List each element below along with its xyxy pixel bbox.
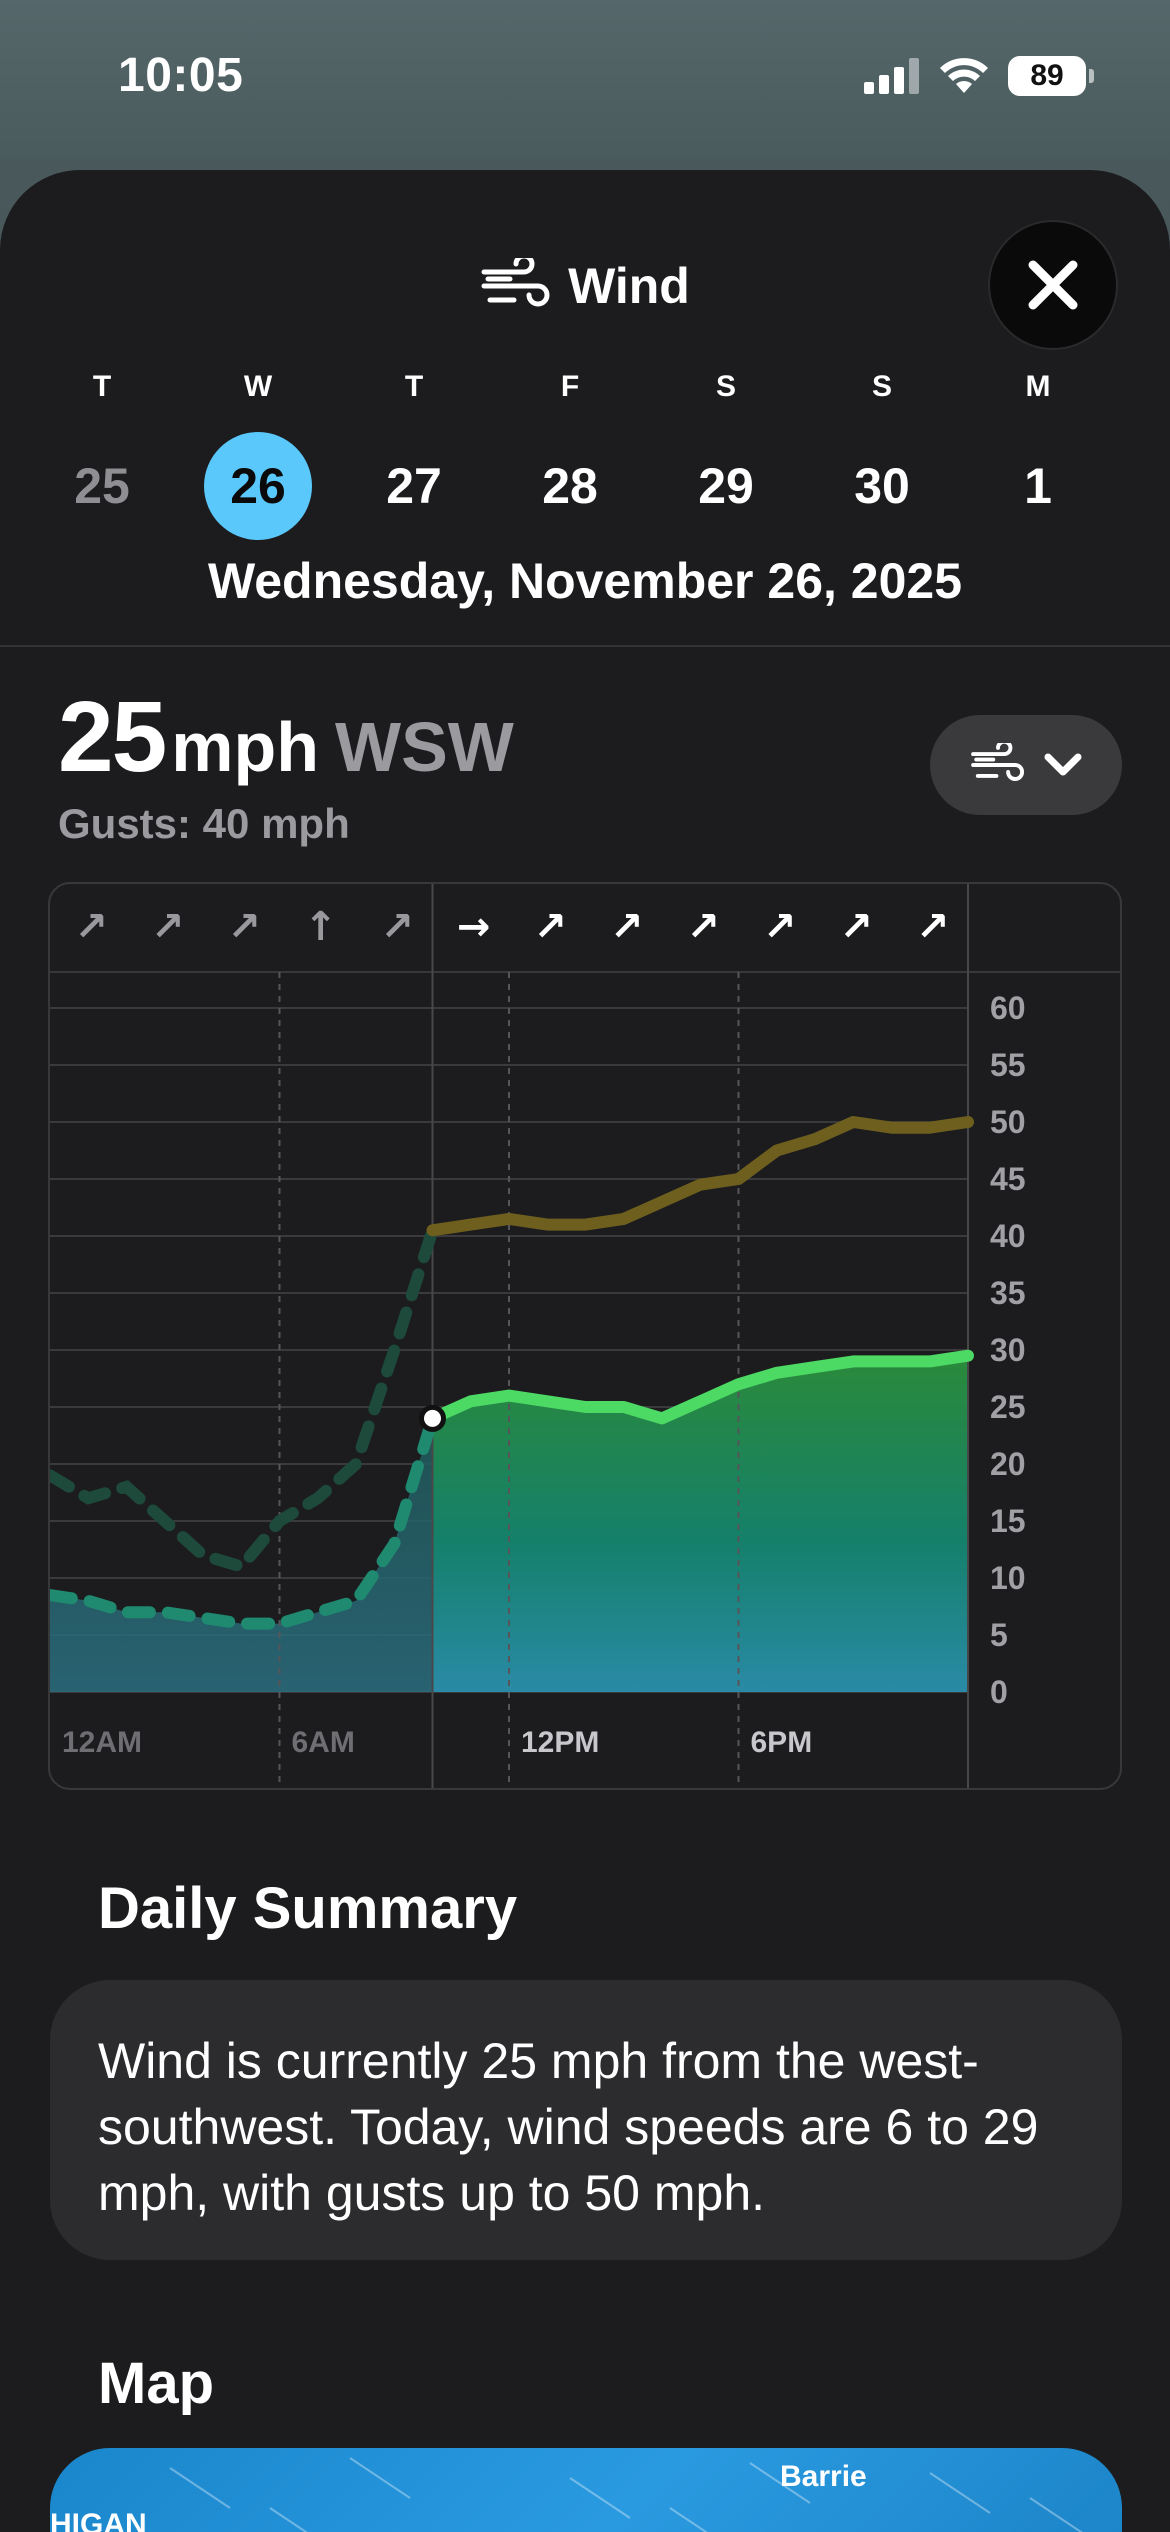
sheet-title-label: Wind [568,258,690,314]
map-title: Map [98,2351,214,2416]
wind-direction: WSW [335,708,514,786]
day-number: 29 [698,458,754,514]
y-tick-label: 45 [990,1161,1026,1197]
y-tick-label: 20 [990,1446,1026,1482]
wind-direction-arrow: ↗ [151,904,185,950]
gusts-line-forecast [426,1116,974,1237]
status-icons: 89 [864,54,1094,98]
wind-speed-unit: mph [171,708,319,786]
status-bar: 10:05 89 [0,0,1170,160]
y-tick-label: 0 [990,1674,1008,1710]
wind-direction-arrow: ↑ [304,904,338,950]
day-item[interactable]: M 1 [978,370,1098,540]
wind-direction-arrow: ↗ [610,904,644,950]
x-tick-label: 6AM [292,1726,355,1759]
x-tick-label: 6PM [751,1726,813,1759]
day-item[interactable]: T 27 [354,370,474,540]
day-of-week: F [560,370,580,403]
day-of-week: T [404,370,424,403]
day-of-week: S [871,370,892,403]
wind-speed-value: 25 [58,681,167,793]
day-number: 26 [204,432,312,540]
map-preview[interactable]: Barrie HIGAN [50,2448,1122,2532]
wind-direction-arrow: ↗ [686,904,720,950]
map-label-barrie: Barrie [780,2460,867,2493]
day-number: 28 [542,458,598,514]
y-tick-label: 50 [990,1104,1026,1140]
wind-area-forecast [432,1355,968,1692]
current-point [419,1404,446,1432]
wind-chart[interactable]: 60 55 50 45 40 35 30 25 20 15 10 5 0 12AM 6AM 12PM 6PM ↗ ↗… [48,882,1122,1790]
wind-direction-arrow: ↗ [916,904,950,950]
wind-icon [971,743,1025,781]
wind-area-past [50,1418,433,1692]
wind-direction-arrow: ↗ [839,904,873,950]
daily-summary-card: Wind is currently 25 mph from the west-s… [50,1980,1122,2260]
battery-indicator: 89 [1008,56,1094,96]
divider [0,645,1170,647]
day-of-week: T [92,370,112,403]
day-picker: T 25 W 26 T 27 F 28 S 29 S 30 M 1 [0,370,1170,540]
wind-direction-arrow: ↗ [380,904,414,950]
y-tick-label: 40 [990,1218,1026,1254]
wind-direction-arrow: ↗ [533,904,567,950]
wind-direction-arrow: ↗ [763,904,797,950]
day-number: 27 [386,458,442,514]
gusts-label: Gusts: 40 mph [58,800,350,847]
wind-line-past [50,1412,439,1630]
x-tick-label: 12AM [62,1726,142,1759]
y-tick-label: 5 [990,1617,1008,1653]
selected-date: Wednesday, November 26, 2025 [207,553,963,609]
x-tick-label: 12PM [521,1726,599,1759]
current-wind: 25 mph WSW [58,680,514,795]
wind-direction-arrow: → [457,904,491,950]
gusts-line-past [50,1224,439,1574]
day-item-selected[interactable]: W 26 [198,370,318,540]
day-of-week: M [1025,370,1051,403]
wind-direction-arrow: ↗ [74,904,108,950]
close-button[interactable] [988,220,1118,350]
y-tick-label: 35 [990,1275,1026,1311]
map-streaks [169,2457,1083,2532]
day-item[interactable]: T 25 [42,370,162,540]
map-label-michigan: HIGAN [50,2508,147,2532]
y-tick-label: 15 [990,1503,1026,1539]
wind-line-forecast [426,1349,974,1425]
wind-icon [481,258,550,307]
chevron-down-icon [1044,753,1082,776]
status-time: 10:05 [118,49,244,102]
day-item[interactable]: S 30 [822,370,942,540]
wifi-icon [940,58,988,93]
daily-summary-title: Daily Summary [98,1876,518,1941]
day-number: 1 [1024,458,1052,514]
sheet-title: Wind [0,256,1170,316]
day-number: 25 [74,458,130,514]
y-tick-label: 10 [990,1560,1026,1596]
day-of-week: S [715,370,736,403]
day-item[interactable]: S 29 [666,370,786,540]
day-item[interactable]: F 28 [510,370,630,540]
close-icon [1028,260,1078,310]
day-number: 30 [854,458,910,514]
y-tick-label: 60 [990,990,1026,1026]
wind-direction-arrow: ↗ [227,904,261,950]
layer-selector-button[interactable] [930,715,1122,815]
cellular-signal-icon [864,58,919,94]
day-of-week: W [243,370,273,403]
y-tick-label: 30 [990,1332,1026,1368]
y-tick-label: 55 [990,1047,1026,1083]
daily-summary-text: Wind is currently 25 mph from the west-s… [98,2033,1039,2221]
y-tick-label: 25 [990,1389,1026,1425]
